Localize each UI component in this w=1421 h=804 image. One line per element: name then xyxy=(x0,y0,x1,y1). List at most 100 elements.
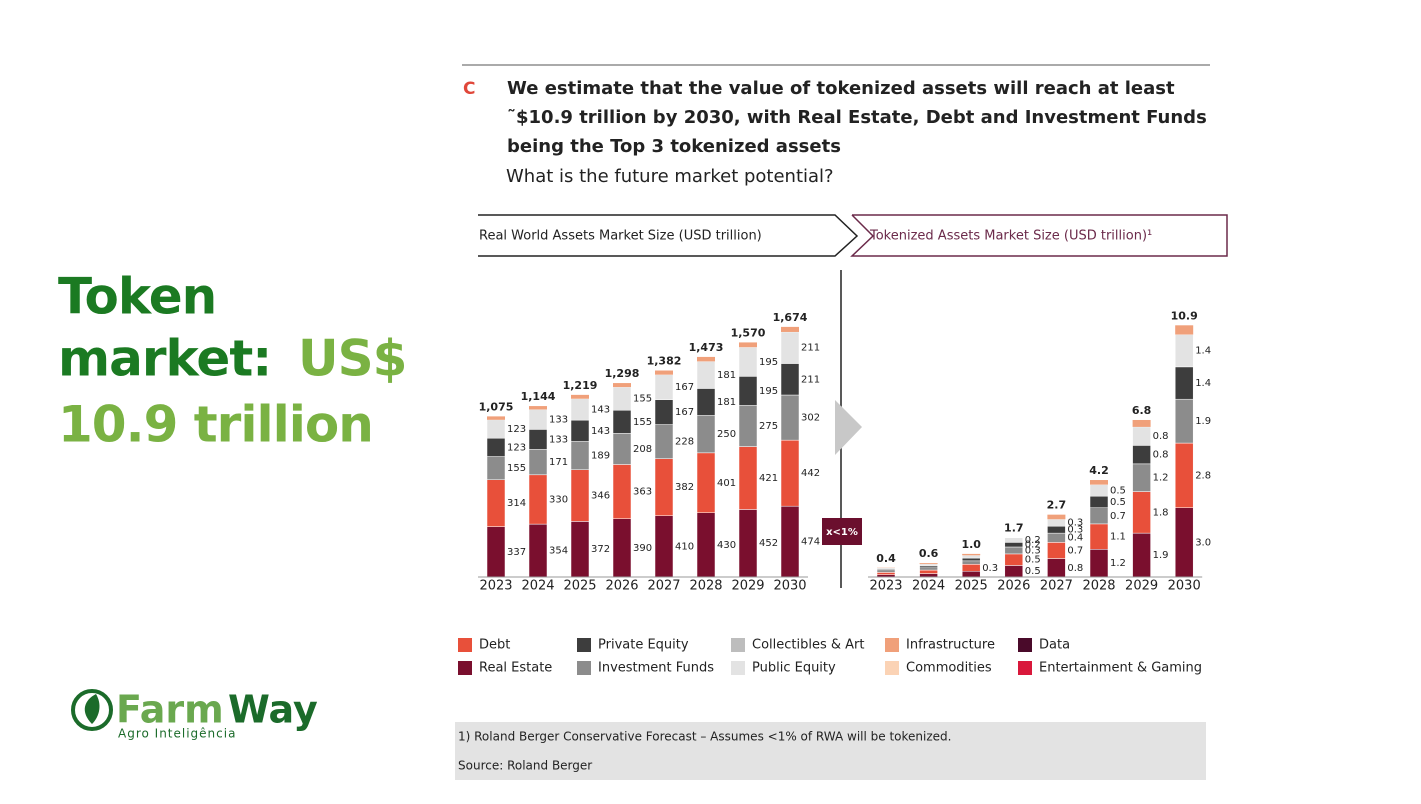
value-label: 0.8 xyxy=(1153,431,1169,442)
bar-segment xyxy=(781,395,799,440)
bar-segment xyxy=(697,415,715,452)
total-label: 10.9 xyxy=(1171,309,1198,322)
value-label: 302 xyxy=(801,413,820,424)
bar-segment xyxy=(529,524,547,577)
value-label: 0.5 xyxy=(1110,485,1126,496)
bar-segment xyxy=(1090,524,1108,549)
total-label: 1,298 xyxy=(605,367,640,380)
total-label: 1.7 xyxy=(1004,522,1024,535)
value-label: 0.8 xyxy=(1153,450,1169,461)
x-tick-label: 2024 xyxy=(912,579,945,594)
value-label: 143 xyxy=(591,404,610,415)
value-label: 275 xyxy=(759,421,778,432)
bar-segment xyxy=(1005,538,1023,543)
bar-segment xyxy=(655,400,673,425)
bar-segment xyxy=(1133,533,1151,577)
legend-swatch xyxy=(731,661,745,675)
value-label: 1.9 xyxy=(1153,550,1169,561)
other-assets xyxy=(781,327,799,332)
bar-segment xyxy=(1175,367,1193,399)
legend-swatch xyxy=(1018,638,1032,652)
bar-segment xyxy=(529,410,547,430)
logo-tagline: Agro Inteligência xyxy=(118,727,236,741)
bar-segment xyxy=(920,570,938,573)
total-label: 1,674 xyxy=(773,311,808,324)
bar-segment xyxy=(1090,496,1108,508)
value-label: 410 xyxy=(675,541,694,552)
x-tick-label: 2026 xyxy=(605,579,638,594)
x-tick-label: 2027 xyxy=(1040,579,1073,594)
bar-segment xyxy=(781,332,799,364)
legend-swatch xyxy=(458,638,472,652)
value-label: 0.7 xyxy=(1067,545,1083,556)
bar-segment xyxy=(1047,559,1065,577)
x-tick-label: 2030 xyxy=(773,579,806,594)
total-label: 1,075 xyxy=(479,400,514,413)
value-label: 167 xyxy=(675,382,694,393)
headline: Token xyxy=(58,268,216,326)
bar-segment xyxy=(487,420,505,438)
bar-segment xyxy=(613,464,631,518)
value-label: 211 xyxy=(801,374,820,385)
total-label: 1,382 xyxy=(647,355,682,368)
bar-segment xyxy=(962,555,980,558)
bar-segment xyxy=(1133,464,1151,492)
value-label: 195 xyxy=(759,357,778,368)
value-label: 195 xyxy=(759,386,778,397)
value-label: 0.5 xyxy=(1025,566,1041,577)
bar-segment xyxy=(655,425,673,459)
value-label: 181 xyxy=(717,370,736,381)
bar-segment xyxy=(962,561,980,564)
x-tick-label: 2029 xyxy=(1125,579,1158,594)
value-label: 167 xyxy=(675,407,694,418)
x-tick-label: 2023 xyxy=(869,579,902,594)
other-assets xyxy=(1175,325,1193,334)
value-label: 430 xyxy=(717,540,736,551)
logo-text: Way xyxy=(228,688,318,732)
value-label: 0.3 xyxy=(982,563,998,574)
bar-segment xyxy=(739,405,757,446)
value-label: 143 xyxy=(591,426,610,437)
bar-segment xyxy=(655,375,673,400)
bar-segment xyxy=(571,441,589,469)
legend-swatch xyxy=(577,638,591,652)
x-tick-label: 2030 xyxy=(1168,579,1201,594)
bar-segment xyxy=(697,513,715,577)
value-label: 372 xyxy=(591,544,610,555)
bar-segment xyxy=(962,571,980,577)
value-label: 314 xyxy=(507,498,526,509)
bar-segment xyxy=(613,410,631,433)
bar-segment xyxy=(571,521,589,577)
bar-segment xyxy=(877,568,895,569)
value-label: 346 xyxy=(591,491,610,502)
bar-segment xyxy=(920,564,938,566)
headline: market: xyxy=(58,330,271,388)
total-label: 1,219 xyxy=(563,379,598,392)
section-letter: C xyxy=(463,79,475,99)
value-label: 363 xyxy=(633,487,652,498)
value-label: 330 xyxy=(549,494,568,505)
value-label: 155 xyxy=(633,417,652,428)
value-label: 250 xyxy=(717,429,736,440)
value-label: 211 xyxy=(801,343,820,354)
value-label: 1.2 xyxy=(1153,473,1169,484)
bar-segment xyxy=(1175,508,1193,577)
x-tick-label: 2026 xyxy=(997,579,1030,594)
legend-swatch xyxy=(1018,661,1032,675)
value-label: 133 xyxy=(549,434,568,445)
value-label: 208 xyxy=(633,444,652,455)
headline: 10.9 trillion xyxy=(58,396,373,454)
total-label: 6.8 xyxy=(1132,404,1152,417)
other-assets xyxy=(697,357,715,361)
total-label: 4.2 xyxy=(1089,464,1109,477)
x-tick-label: 2028 xyxy=(689,579,722,594)
total-label: 0.6 xyxy=(919,547,939,560)
other-assets xyxy=(920,563,938,564)
bar-segment xyxy=(1175,399,1193,443)
total-label: 1.0 xyxy=(961,538,981,551)
bar-segment xyxy=(487,438,505,456)
bar-segment xyxy=(487,527,505,577)
other-assets xyxy=(1090,480,1108,485)
heading: being the Top 3 tokenized assets xyxy=(507,136,841,157)
